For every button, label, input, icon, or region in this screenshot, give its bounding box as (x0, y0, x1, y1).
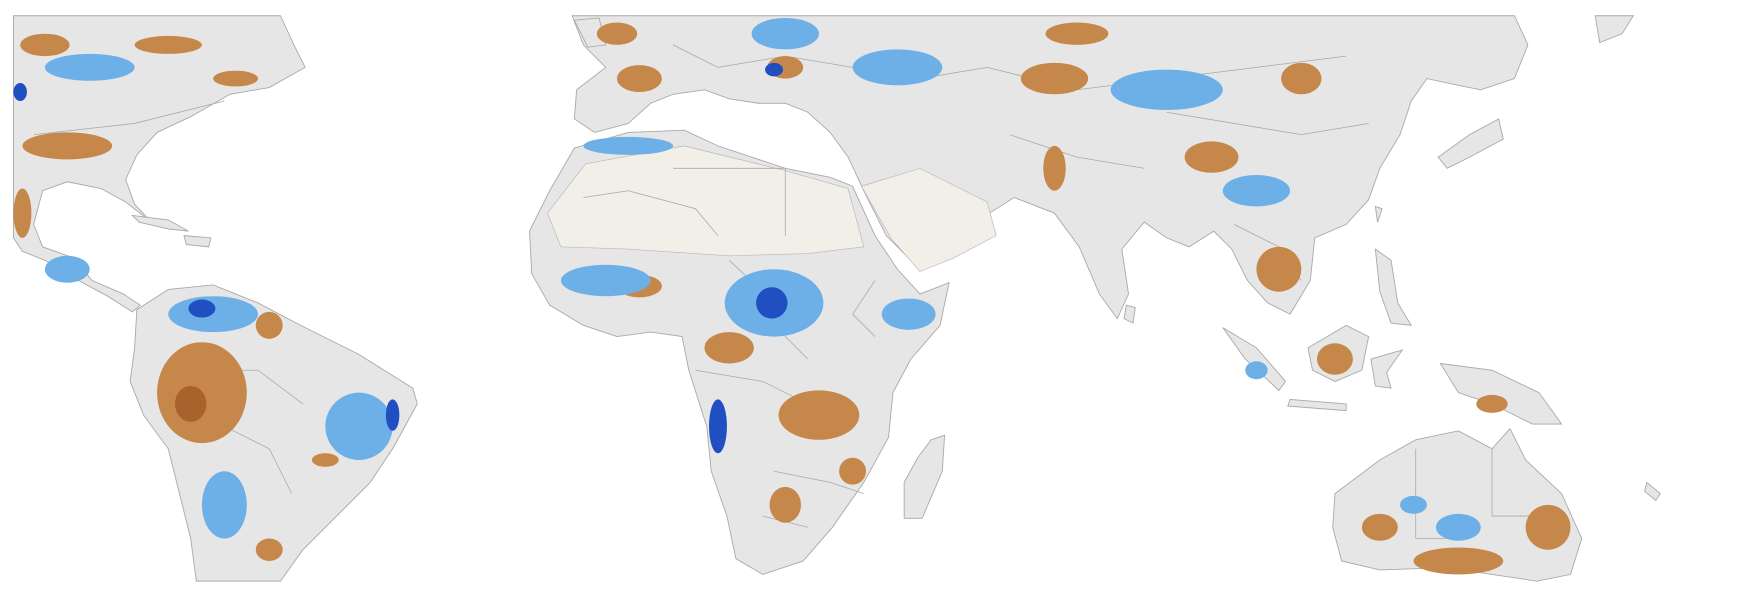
new-guinea (1439, 362, 1563, 425)
wet-patch (765, 62, 784, 77)
dry-patch (1361, 513, 1398, 541)
wet-patch (13, 83, 27, 102)
wet-patch (583, 136, 674, 155)
new-zealand (1644, 481, 1661, 502)
dry-patch (255, 538, 283, 561)
philippines (1374, 248, 1413, 326)
dry-patch (134, 35, 202, 54)
java (1287, 398, 1347, 412)
greenland-edge (1594, 15, 1635, 44)
borders (33, 44, 1549, 539)
drought-patches (13, 22, 1571, 575)
dry-patch (20, 33, 70, 57)
wet-patch (1400, 495, 1427, 514)
dry-patch (1476, 394, 1508, 413)
wet-patch (881, 298, 936, 330)
wet-patch (44, 53, 135, 81)
dry-patch (769, 486, 801, 523)
dry-patch (1020, 62, 1089, 95)
cuba (131, 214, 189, 232)
wet-patch (188, 299, 216, 318)
dry-patch (616, 65, 662, 93)
dry-patch (1184, 141, 1239, 173)
hispaniola (183, 235, 212, 248)
wet-patch (1435, 513, 1481, 541)
sahara (547, 145, 865, 257)
dry-patch (1317, 343, 1353, 375)
dry-patch (1525, 504, 1571, 550)
dry-patch (255, 311, 283, 339)
wet-patch (560, 264, 651, 297)
dry-patch (704, 332, 754, 364)
wet-patch (201, 471, 247, 539)
dry-patch (778, 390, 860, 440)
dry-patch (1256, 246, 1302, 292)
wet-patch (756, 287, 788, 319)
dry-patch (311, 453, 339, 467)
north-america (13, 15, 306, 313)
dry-patch (839, 457, 867, 485)
dry-patch (1043, 145, 1066, 191)
wet-patch (1245, 361, 1268, 380)
dry-patch (22, 132, 113, 160)
madagascar (903, 434, 946, 519)
taiwan (1374, 205, 1383, 223)
dry-patch (1045, 22, 1109, 45)
dry-patch (1413, 547, 1504, 575)
wet-patch (852, 49, 943, 86)
wet-patch (1222, 175, 1291, 207)
australia (1332, 427, 1583, 582)
sri-lanka (1123, 304, 1136, 324)
wet-patch (325, 392, 393, 460)
dry-patch (596, 22, 638, 45)
japan (1437, 118, 1504, 169)
britain (573, 17, 607, 48)
wet-patch (1110, 69, 1223, 110)
sulawesi (1370, 349, 1404, 389)
wet-patches (13, 17, 1481, 541)
wet-patch (44, 255, 90, 283)
wet-patch (708, 399, 727, 454)
dry-patch (175, 385, 207, 422)
sumatra (1222, 327, 1287, 392)
wet-patch (168, 296, 259, 333)
wet-patch (385, 399, 400, 431)
dry-patch (213, 70, 259, 87)
dry-patch (1281, 62, 1322, 95)
border-line (33, 100, 304, 528)
arabia (861, 167, 997, 272)
dry-patch (13, 188, 32, 238)
wet-patch (751, 17, 819, 50)
